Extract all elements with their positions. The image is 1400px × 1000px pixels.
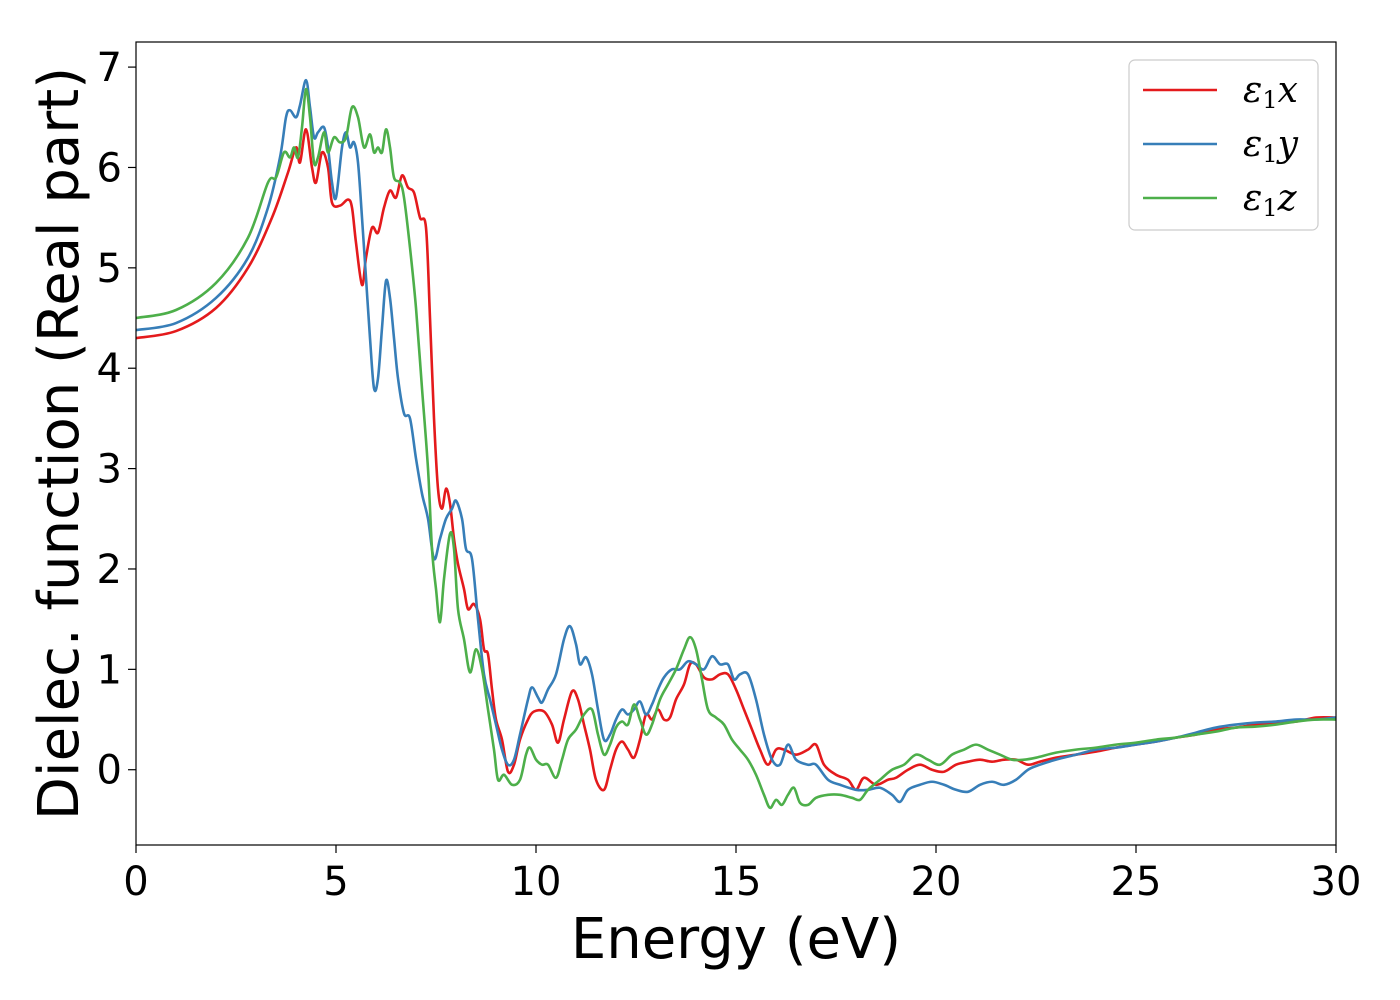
- y-axis: 0 1 2 3 4 5 6 7: [97, 45, 136, 794]
- y-tick-label: 6: [97, 145, 122, 191]
- x-tick-label: 20: [911, 859, 962, 905]
- x-axis: 0 5 10 15 20 25 30: [123, 845, 1361, 905]
- x-axis-label: Energy (eV): [571, 907, 901, 972]
- x-tick-label: 25: [1111, 859, 1162, 905]
- x-tick-label: 5: [323, 859, 348, 905]
- series-line-x: [136, 128, 1336, 792]
- y-tick-label: 5: [97, 246, 122, 292]
- series-line-y: [136, 78, 1336, 804]
- legend-label: ε1z: [1243, 178, 1298, 222]
- y-tick-label: 4: [97, 346, 122, 392]
- y-tick-label: 0: [97, 748, 122, 794]
- legend-label: ε1x: [1243, 70, 1298, 114]
- y-axis-label: Dielec. function (Real part): [27, 67, 92, 820]
- y-tick-label: 3: [97, 447, 122, 493]
- series-layer: [136, 78, 1336, 810]
- y-tick-label: 7: [97, 45, 122, 91]
- legend-label: ε1y: [1243, 124, 1299, 168]
- legend: ε1x ε1y ε1z: [1128, 59, 1319, 231]
- series-line-z: [136, 87, 1336, 810]
- x-tick-label: 10: [511, 859, 562, 905]
- x-tick-label: 0: [123, 859, 148, 905]
- x-tick-label: 30: [1311, 859, 1362, 905]
- x-tick-label: 15: [711, 859, 762, 905]
- y-tick-label: 1: [97, 647, 122, 693]
- legend-box: [1128, 59, 1319, 231]
- y-tick-label: 2: [97, 547, 122, 593]
